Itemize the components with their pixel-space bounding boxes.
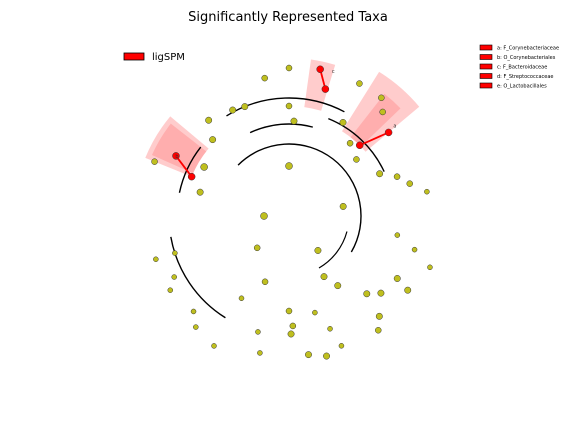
taxon-node-3 [253,244,261,252]
taxa-legend-swatch-c [479,63,493,70]
taxa-legend-swatch-a [479,44,493,51]
taxon-node-29 [285,64,293,72]
taxon-node-13 [200,163,208,171]
taxon-node-15 [339,119,347,126]
highlighted-node-22 [355,141,364,150]
clade-b-inner-shade [151,123,207,174]
group-legend: ligSPM [123,52,185,63]
taxon-node-18 [376,170,384,178]
tree-arc-1 [249,123,313,134]
taxon-node-60 [411,246,418,253]
clade-shades [145,59,420,177]
taxon-node-40 [211,343,217,349]
taxon-node-33 [151,158,158,165]
taxon-node-50 [327,326,333,332]
taxon-node-49 [312,309,318,316]
taxa-legend-label-b: b: O_Corynebacteriales [497,55,556,61]
clade-b-edge [175,155,193,178]
taxon-node-6 [261,278,269,286]
taxon-node-47 [305,351,312,359]
tree-arc-6 [318,231,348,269]
taxon-node-10 [229,106,237,114]
taxon-node-25 [378,94,385,102]
taxa-legend-label-a: a: F_Corynebacteriaceae [497,46,559,52]
taxon-node-38 [190,308,197,315]
taxon-node-1 [260,212,268,220]
taxon-node-61 [394,232,401,238]
taxon-node-56 [404,286,412,294]
clade-label-a: a [393,124,396,130]
taxon-node-34 [172,250,178,256]
taxa-legend-label-e: e: O_Lactobacillales [497,84,547,90]
taxon-node-8 [285,102,293,110]
taxon-node-2 [339,202,347,210]
highlighted-node-28 [316,65,324,74]
tree-arc-0 [237,143,362,253]
taxa-legend-swatch-d [479,73,493,79]
taxon-node-20 [406,180,413,187]
taxon-node-35 [171,274,177,280]
taxon-node-42 [255,329,261,335]
taxon-node-7 [290,117,298,125]
taxon-node-44 [285,307,293,315]
taxon-node-55 [393,275,401,282]
group-legend-label: ligSPM [152,52,185,63]
highlighted-node-27 [321,85,330,93]
taxon-node-4 [314,247,322,254]
clade-label-b: b [175,154,178,160]
taxon-node-48 [323,352,330,360]
clade-a-edge [359,131,389,147]
taxon-node-39 [193,324,199,330]
taxa-legend-swatch-b [479,54,493,60]
taxon-node-54 [377,289,385,297]
tree-arc-3 [328,117,385,172]
taxon-node-43 [257,350,263,356]
clade-label-c: c [332,69,335,75]
taxon-node-24 [379,108,386,116]
highlighted-node-31 [187,172,196,181]
taxon-node-21 [424,188,430,195]
group-legend-swatch [123,52,145,61]
clade-labels: a c b [175,69,396,160]
tree-arc-2 [226,97,345,117]
taxon-node-16 [346,139,354,147]
taxon-node-59 [427,264,433,271]
taxon-node-53 [363,290,371,298]
taxon-node-0 [285,162,293,170]
clade-a-inner-shade [350,93,401,147]
taxa-legend: a: F_Corynebacteriaceae b: O_Corynebacter… [479,44,559,90]
taxon-node-26 [356,80,363,87]
taxon-node-51 [338,343,345,349]
tree-arc-5 [170,236,226,319]
taxon-node-58 [375,327,382,334]
highlighted-node-23 [384,128,393,137]
taxon-node-30 [261,74,268,82]
clade-c-shade [304,59,336,111]
taxon-node-12 [209,136,217,144]
taxon-node-9 [241,103,249,111]
cladogram-edges [170,69,389,319]
taxon-node-37 [167,287,174,293]
taxon-node-5 [320,273,328,281]
taxon-node-52 [334,282,342,290]
highlighted-node-32 [172,152,180,160]
taxon-node-41 [238,295,245,302]
taxa-legend-label-d: d: F_Streptococcaceae [497,74,554,80]
tree-arc-4 [178,146,202,193]
taxon-node-19 [393,173,401,180]
taxon-node-17 [353,156,360,163]
taxon-node-11 [205,116,213,124]
taxon-node-36 [153,256,159,263]
figure-title: Significantly Represented Taxa [188,10,388,25]
taxa-legend-label-c: c: F_Bacteroidaceae [497,65,547,71]
taxon-node-57 [375,312,383,320]
cladogram-nodes [151,64,433,360]
taxon-node-46 [287,330,295,338]
taxa-legend-swatch-e [479,82,493,89]
taxon-node-45 [289,322,297,330]
taxon-node-14 [196,188,204,196]
